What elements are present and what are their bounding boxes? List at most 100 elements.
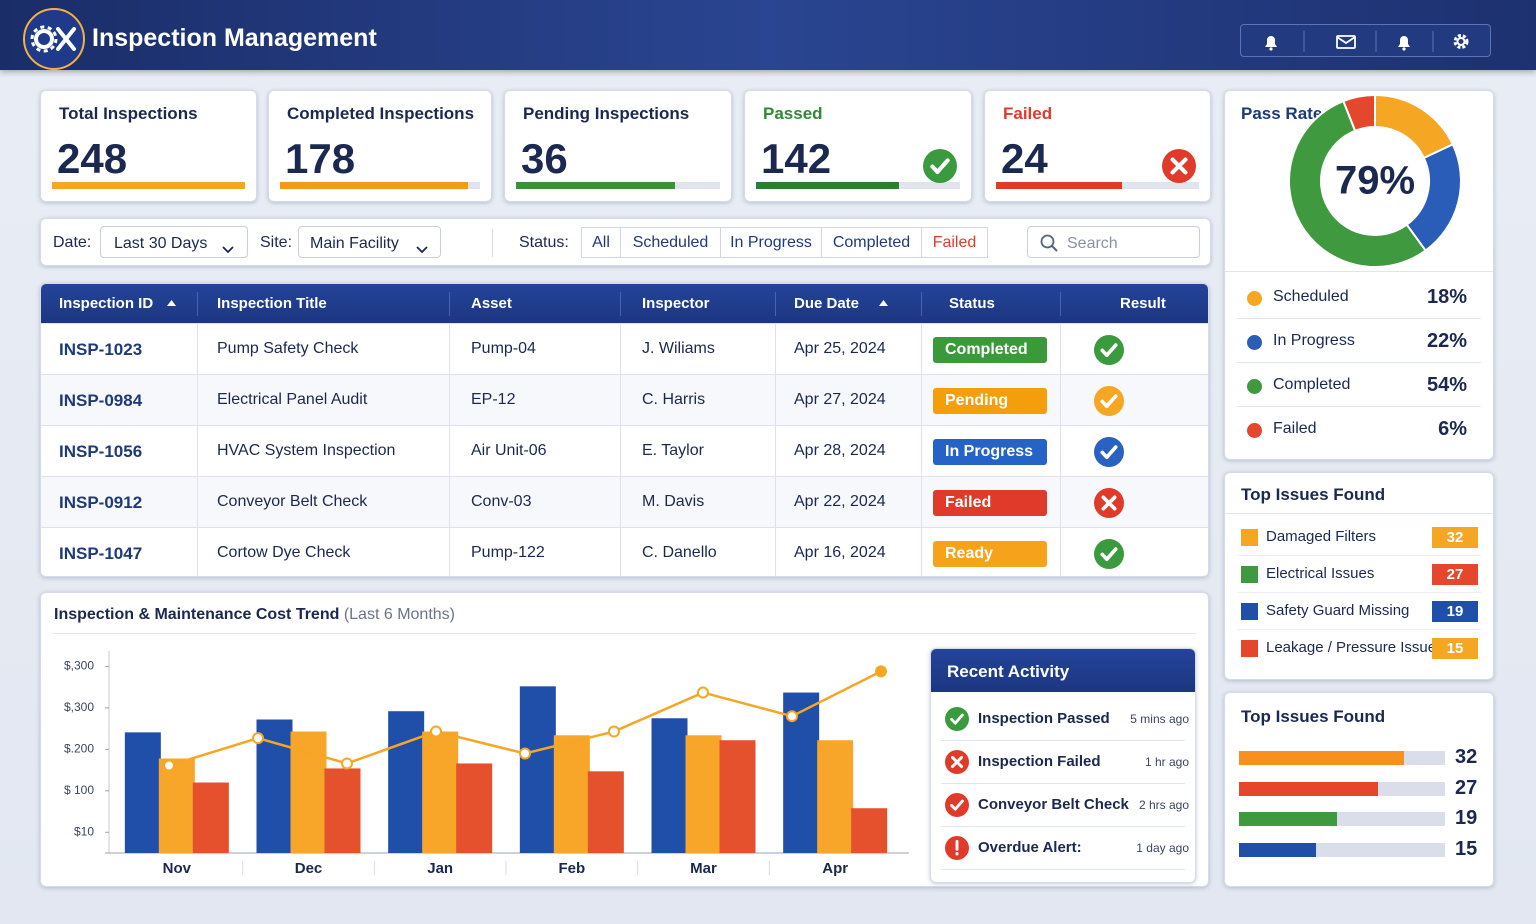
column-divider bbox=[1060, 292, 1061, 316]
kpi-card: Pending Inspections 36 bbox=[504, 90, 732, 202]
cell-inspector: C. Danello bbox=[642, 544, 717, 561]
status-badge: Completed bbox=[933, 337, 1047, 363]
issue-name: Electrical Issues bbox=[1266, 565, 1375, 582]
mail-button[interactable] bbox=[1336, 35, 1356, 49]
activity-time: 1 hr ago bbox=[1144, 755, 1189, 769]
x-tick-label: Jan bbox=[427, 860, 453, 877]
legend-name: Completed bbox=[1273, 376, 1351, 393]
cell-due-date: Apr 28, 2024 bbox=[794, 442, 886, 459]
table-row: INSP-0984 Electrical Panel Audit EP-12 C. H… bbox=[41, 374, 1208, 426]
activity-text: Conveyor Belt Check bbox=[978, 796, 1129, 813]
cell-divider bbox=[775, 477, 776, 528]
chart-subtitle: (Last 6 Months) bbox=[343, 606, 455, 623]
legend-name: In Progress bbox=[1273, 332, 1355, 349]
status-badge: In Progress bbox=[933, 439, 1047, 465]
date-value: Last 30 Days bbox=[114, 235, 208, 252]
chart-heading: Inspection & Maintenance Cost Trend (Las… bbox=[54, 606, 455, 624]
date-dropdown[interactable]: Last 30 Days bbox=[100, 226, 248, 258]
column-header: Due Date bbox=[794, 295, 860, 312]
settings-button[interactable] bbox=[1453, 34, 1469, 49]
issue-badge: 15 bbox=[1432, 638, 1478, 659]
site-label: Site: bbox=[260, 234, 293, 251]
progress-fill bbox=[996, 182, 1122, 189]
issue-swatch bbox=[1241, 529, 1258, 546]
top-issues-bars-card: Top Issues Found 32 27 19 15 bbox=[1224, 692, 1494, 887]
cell-divider bbox=[921, 324, 922, 375]
sort-arrow bbox=[167, 300, 176, 306]
y-tick-label: $10 bbox=[74, 824, 94, 838]
result-icon-glyph bbox=[1100, 445, 1118, 460]
cost-bar bbox=[651, 718, 688, 853]
bar-track bbox=[1239, 842, 1445, 857]
notification-button[interactable] bbox=[1398, 36, 1410, 51]
cell-inspector: J. Wiliams bbox=[642, 340, 715, 357]
issue-bar bbox=[1239, 751, 1404, 765]
issue-bar-value: 27 bbox=[1455, 776, 1478, 799]
legend-dot bbox=[1247, 291, 1262, 306]
issue-bar-value: 32 bbox=[1455, 746, 1478, 768]
cell-divider bbox=[197, 324, 198, 375]
legend-name: Failed bbox=[1273, 420, 1317, 437]
bell-button[interactable] bbox=[1265, 36, 1277, 51]
pass-rate-title: Pass Rate bbox=[1241, 104, 1323, 123]
cost-chart: $10 $ 100 $.200 $,300 $,300 Nov Dec Jan Feb Mar Ap… bbox=[64, 651, 909, 877]
bar-track bbox=[1239, 812, 1445, 826]
result-icon-glyph bbox=[1100, 547, 1118, 562]
divider bbox=[53, 633, 1196, 634]
search-box[interactable]: Search bbox=[1027, 226, 1200, 258]
status-option[interactable]: Failed bbox=[922, 227, 988, 258]
issue-bar-value: 19 bbox=[1455, 807, 1478, 829]
kpi-value: 178 bbox=[285, 135, 356, 182]
chevron-path bbox=[416, 246, 428, 254]
kpi-value: 142 bbox=[761, 135, 832, 182]
status-option[interactable]: In Progress bbox=[721, 227, 822, 258]
cell-id: INSP-1056 bbox=[59, 442, 143, 461]
kpi-label: Passed bbox=[763, 104, 823, 123]
app-title: Inspection Management bbox=[92, 24, 377, 52]
result-icon bbox=[1094, 335, 1124, 365]
kpi-card: Completed Inspections 178 bbox=[268, 90, 492, 202]
kpi-icon-glyph bbox=[1170, 157, 1188, 175]
divider bbox=[941, 783, 1185, 784]
status-option[interactable]: All bbox=[581, 227, 621, 258]
legend-value: 6% bbox=[1438, 418, 1467, 440]
divider bbox=[941, 869, 1185, 870]
progress-fill bbox=[756, 182, 899, 189]
cell-divider bbox=[449, 426, 450, 477]
site-dropdown[interactable]: Main Facility bbox=[298, 226, 441, 258]
progress-track bbox=[516, 182, 720, 189]
y-tick-label: $ 100 bbox=[64, 783, 94, 797]
cell-divider bbox=[775, 528, 776, 576]
divider bbox=[1237, 362, 1481, 363]
top-issues-card: Top Issues Found Damaged Filters 32 Electri… bbox=[1224, 472, 1494, 680]
x-tick-label: Apr bbox=[822, 860, 848, 877]
x-tick-label: Mar bbox=[690, 860, 717, 877]
x-tick-label: Dec bbox=[295, 860, 323, 877]
legend-name: Scheduled bbox=[1273, 288, 1349, 305]
legend-dot bbox=[1247, 379, 1262, 394]
line-point bbox=[430, 725, 442, 738]
line-point bbox=[608, 725, 620, 738]
line-point bbox=[519, 747, 531, 760]
filter-bar: Date: Last 30 Days Site: Main Facility Statu… bbox=[40, 218, 1211, 266]
status-option[interactable]: Scheduled bbox=[621, 227, 721, 258]
cell-divider bbox=[449, 375, 450, 426]
cost-bar bbox=[324, 768, 361, 853]
column-header: Status bbox=[949, 295, 995, 312]
activity-header: Recent Activity bbox=[931, 649, 1195, 692]
line-point bbox=[163, 759, 175, 772]
result-icon bbox=[1094, 488, 1124, 518]
divider bbox=[1237, 555, 1481, 556]
cell-divider bbox=[921, 426, 922, 477]
divider bbox=[941, 740, 1185, 741]
cost-bar bbox=[519, 686, 556, 853]
cell-asset: Pump-122 bbox=[471, 544, 545, 561]
progress-track bbox=[52, 182, 245, 189]
table-row: INSP-1023 Pump Safety Check Pump-04 J. Wili… bbox=[41, 323, 1208, 375]
cost-bar bbox=[587, 771, 624, 853]
status-option[interactable]: Completed bbox=[822, 227, 922, 258]
date-label: Date: bbox=[53, 234, 92, 251]
legend-value: 54% bbox=[1426, 374, 1467, 396]
y-tick-label: $,300 bbox=[64, 659, 94, 673]
